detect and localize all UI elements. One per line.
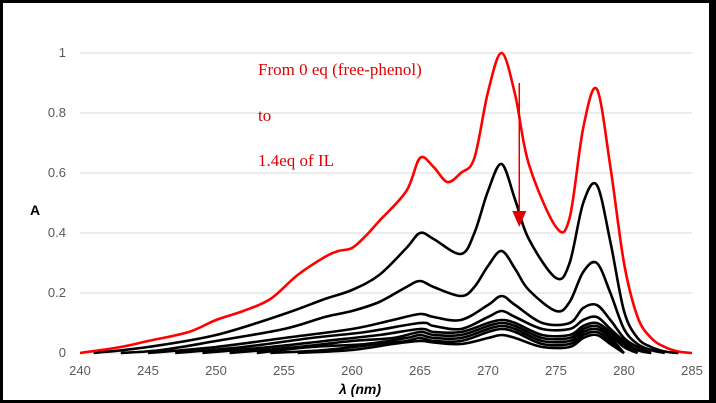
x-axis-title: λ (nm) [338, 381, 381, 397]
x-tick-labels: 240 245 250 255 260 265 270 275 280 285 [69, 363, 703, 378]
x-tick-label: 255 [273, 363, 295, 378]
y-tick-label: 0.8 [48, 105, 66, 120]
x-tick-label: 275 [545, 363, 567, 378]
y-tick-label: 0.4 [48, 225, 66, 240]
series-line-4 [175, 309, 652, 355]
series-line-1 [93, 162, 679, 355]
x-tick-label: 270 [477, 363, 499, 378]
decrease-arrowhead [512, 211, 527, 227]
x-tick-label: 240 [69, 363, 91, 378]
x-tick-label: 285 [681, 363, 703, 378]
x-tick-label: 250 [205, 363, 227, 378]
annotation-line-2: to [258, 106, 271, 125]
series-line-3 [147, 294, 652, 355]
y-axis-title: A [30, 202, 40, 218]
series-line-8 [270, 327, 625, 355]
series-line-2 [120, 249, 666, 355]
x-tick-label: 245 [137, 363, 159, 378]
y-tick-labels: 0 0.2 0.4 0.6 0.8 1 [48, 45, 66, 360]
y-tick-label: 0 [59, 345, 66, 360]
y-tick-label: 1 [59, 45, 66, 60]
series-group [79, 51, 693, 355]
y-tick-label: 0.2 [48, 285, 66, 300]
x-tick-label: 260 [341, 363, 363, 378]
series-line-0 [79, 51, 693, 355]
annotation: From 0 eq (free-phenol) to 1.4eq of IL [258, 60, 527, 227]
annotation-line-3: 1.4eq of IL [258, 151, 334, 170]
annotation-line-1: From 0 eq (free-phenol) [258, 60, 422, 79]
series-line-7 [256, 324, 625, 355]
series-line-6 [229, 321, 639, 355]
x-tick-label: 280 [613, 363, 635, 378]
y-tick-label: 0.6 [48, 165, 66, 180]
x-tick-label: 265 [409, 363, 431, 378]
series-line-5 [202, 318, 639, 355]
